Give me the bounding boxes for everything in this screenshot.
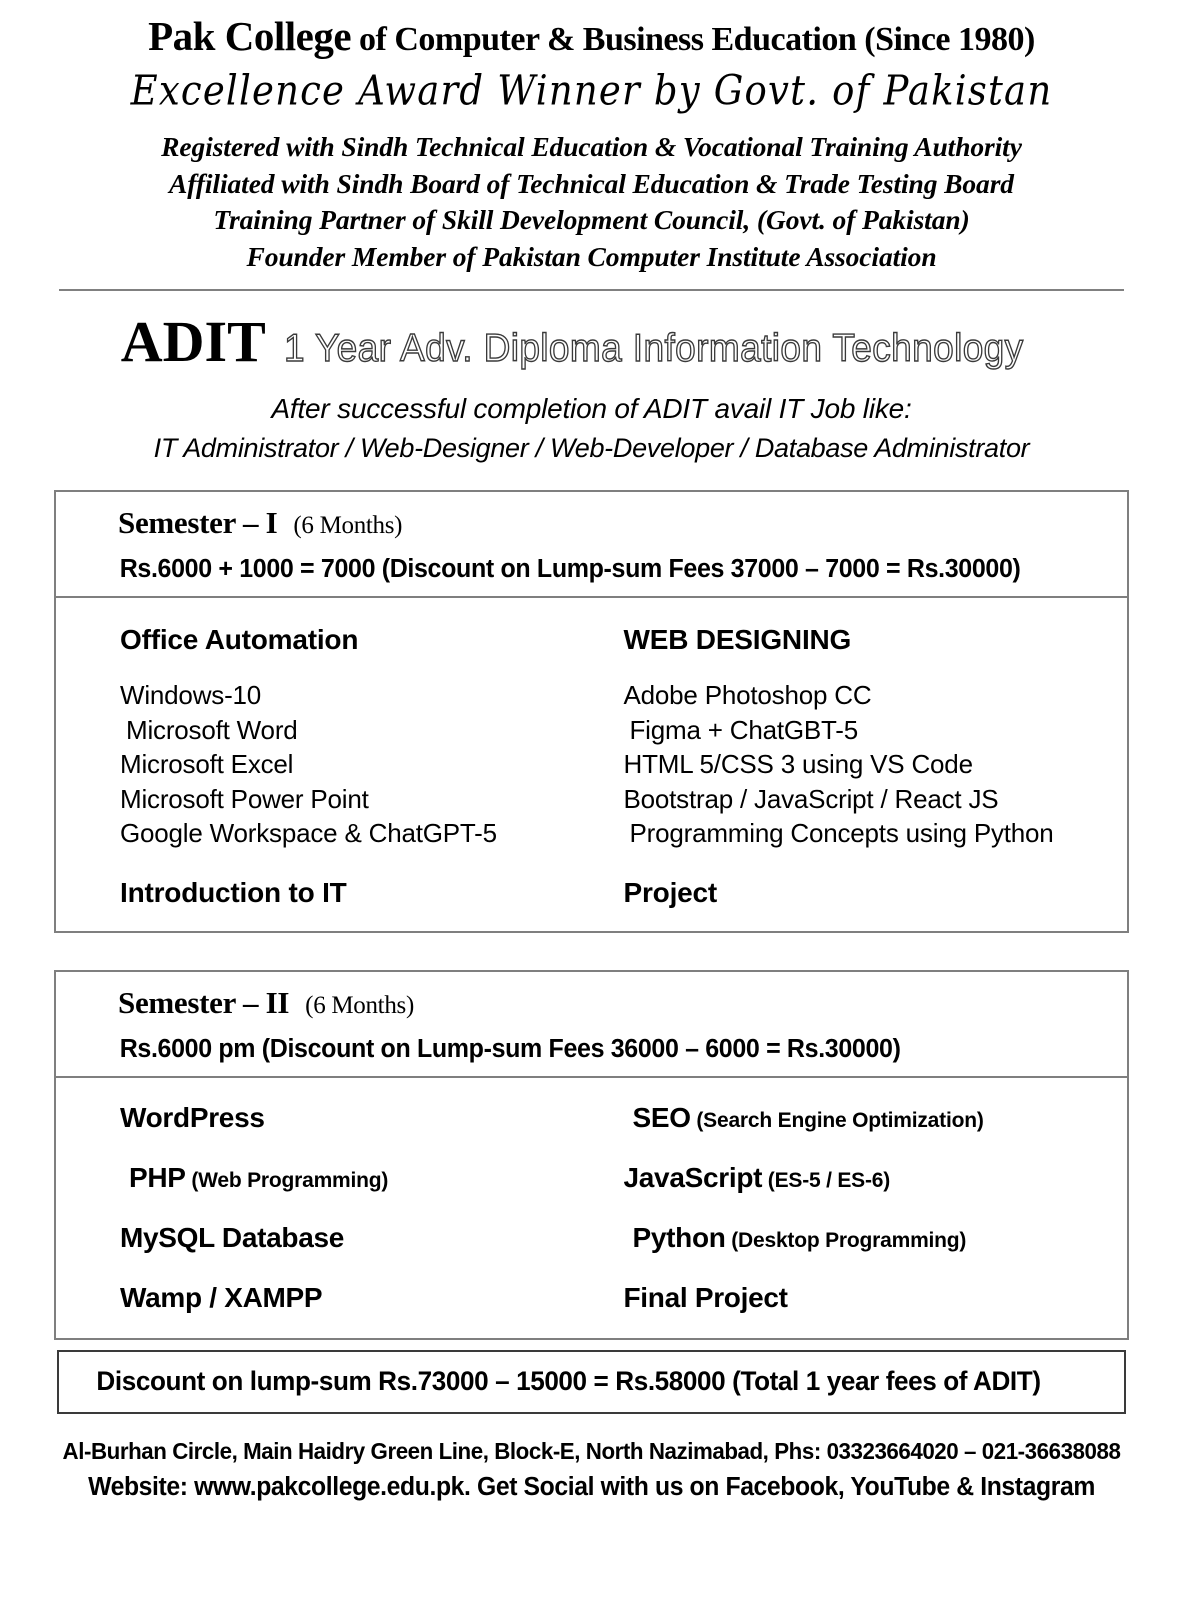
accreditation-line: Training Partner of Skill Development Co… bbox=[213, 204, 970, 236]
course-item: Programming Concepts using Python bbox=[629, 818, 1054, 849]
semester-2-right-column: SEO (Search Engine Optimization) JavaScr… bbox=[592, 1102, 1128, 1314]
award-line: Excellence Award Winner by Govt. of Paki… bbox=[130, 66, 1053, 115]
course-item: Bootstrap / JavaScript / React JS bbox=[623, 783, 999, 814]
semester-2-body: WordPress PHP (Web Programming) MySQL Da… bbox=[56, 1078, 1127, 1338]
subject-item: SEO (Search Engine Optimization) bbox=[624, 1102, 1128, 1134]
accreditation-line: Founder Member of Pakistan Computer Inst… bbox=[246, 240, 937, 272]
semester-1-header: Semester – I (6 Months) Rs.6000 + 1000 = … bbox=[56, 492, 1127, 598]
project-heading: Project bbox=[623, 876, 718, 908]
course-item: Adobe Photoshop CC bbox=[623, 679, 872, 710]
subject-note: (Search Engine Optimization) bbox=[690, 1108, 984, 1132]
course-item: Microsoft Word bbox=[126, 714, 298, 745]
subject-item: Final Project bbox=[624, 1282, 1128, 1314]
total-discount-text: Discount on lump-sum Rs.73000 – 15000 = … bbox=[96, 1365, 1041, 1396]
subject-item: WordPress bbox=[120, 1102, 592, 1134]
course-item: Windows-10 bbox=[120, 679, 262, 710]
subject-item: Python (Desktop Programming) bbox=[624, 1222, 1128, 1254]
subject-name: Python bbox=[632, 1221, 726, 1253]
program-full-title: 1 Year Adv. Diploma Information Technolo… bbox=[283, 327, 1024, 371]
program-outcome-heading: After successful completion of ADIT avai… bbox=[271, 393, 912, 425]
web-designing-heading: WEB DESIGNING bbox=[623, 623, 852, 655]
subject-name: SEO bbox=[632, 1101, 692, 1133]
subject-name: MySQL Database bbox=[120, 1221, 345, 1253]
semester-1-box: Semester – I (6 Months) Rs.6000 + 1000 = … bbox=[54, 490, 1129, 933]
semester-1-left-column: Office Automation Windows-10 Microsoft W… bbox=[56, 624, 592, 909]
program-acronym: ADIT bbox=[120, 309, 266, 375]
subject-item: JavaScript (ES-5 / ES-6) bbox=[624, 1162, 1128, 1194]
semester-1-title: Semester – I bbox=[118, 505, 278, 541]
course-item: Figma + ChatGBT-5 bbox=[629, 714, 859, 745]
semester-1-fee: Rs.6000 + 1000 = 7000 (Discount on Lump-… bbox=[119, 554, 1021, 583]
accreditation-list: Registered with Sindh Technical Educatio… bbox=[0, 129, 1183, 275]
semester-1-duration: (6 Months) bbox=[293, 512, 403, 540]
program-title-row: ADIT 1 Year Adv. Diploma Information Tec… bbox=[0, 313, 1183, 371]
document-header: Pak College of Computer & Business Educa… bbox=[0, 0, 1183, 292]
course-item: HTML 5/CSS 3 using VS Code bbox=[623, 749, 974, 780]
semester-1-body: Office Automation Windows-10 Microsoft W… bbox=[56, 598, 1127, 931]
subject-item: MySQL Database bbox=[120, 1222, 592, 1254]
semester-1-right-column: WEB DESIGNING Adobe Photoshop CC Figma +… bbox=[592, 624, 1128, 909]
college-name-rest: of Computer & Business Education (Since … bbox=[351, 21, 1035, 58]
college-name-bold: Pak College bbox=[148, 13, 352, 59]
subject-name: Wamp / XAMPP bbox=[120, 1281, 323, 1313]
semester-1-title-row: Semester – I (6 Months) bbox=[56, 505, 1127, 541]
semester-2-header: Semester – II (6 Months) Rs.6000 pm (Disc… bbox=[56, 972, 1127, 1078]
subject-item: Wamp / XAMPP bbox=[120, 1282, 592, 1314]
semester-2-box: Semester – II (6 Months) Rs.6000 pm (Disc… bbox=[54, 969, 1129, 1340]
footer-address: Al-Burhan Circle, Main Haidry Green Line… bbox=[62, 1437, 1121, 1464]
subject-note: (ES-5 / ES-6) bbox=[762, 1168, 891, 1192]
subject-name: JavaScript bbox=[623, 1161, 763, 1193]
subject-item: PHP (Web Programming) bbox=[120, 1162, 592, 1194]
subject-name: WordPress bbox=[120, 1101, 265, 1133]
subject-note: (Desktop Programming) bbox=[725, 1228, 967, 1252]
semester-2-title-row: Semester – II (6 Months) bbox=[56, 985, 1127, 1021]
header-divider bbox=[59, 289, 1124, 292]
program-jobs-line: IT Administrator / Web-Designer / Web-De… bbox=[153, 433, 1030, 464]
semester-2-title: Semester – II bbox=[118, 984, 290, 1020]
course-item: Google Workspace & ChatGPT-5 bbox=[120, 818, 497, 849]
subject-name: PHP bbox=[129, 1161, 186, 1193]
accreditation-line: Registered with Sindh Technical Educatio… bbox=[161, 130, 1022, 162]
course-item: Microsoft Power Point bbox=[120, 783, 369, 814]
subject-note: (Web Programming) bbox=[185, 1168, 389, 1192]
semester-2-left-column: WordPress PHP (Web Programming) MySQL Da… bbox=[56, 1102, 592, 1314]
footer-website: Website: www.pakcollege.edu.pk. Get Soci… bbox=[88, 1472, 1095, 1501]
document-footer: Al-Burhan Circle, Main Haidry Green Line… bbox=[0, 1438, 1183, 1502]
college-name: Pak College of Computer & Business Educa… bbox=[0, 16, 1183, 57]
course-item: Microsoft Excel bbox=[120, 749, 294, 780]
semester-2-duration: (6 Months) bbox=[305, 991, 414, 1019]
introduction-to-it-heading: Introduction to IT bbox=[120, 876, 347, 908]
office-automation-heading: Office Automation bbox=[120, 623, 359, 655]
accreditation-line: Affiliated with Sindh Board of Technical… bbox=[169, 167, 1014, 199]
subject-name: Final Project bbox=[623, 1281, 788, 1313]
semester-2-fee: Rs.6000 pm (Discount on Lump-sum Fees 36… bbox=[119, 1034, 901, 1063]
total-discount-box: Discount on lump-sum Rs.73000 – 15000 = … bbox=[57, 1349, 1126, 1414]
